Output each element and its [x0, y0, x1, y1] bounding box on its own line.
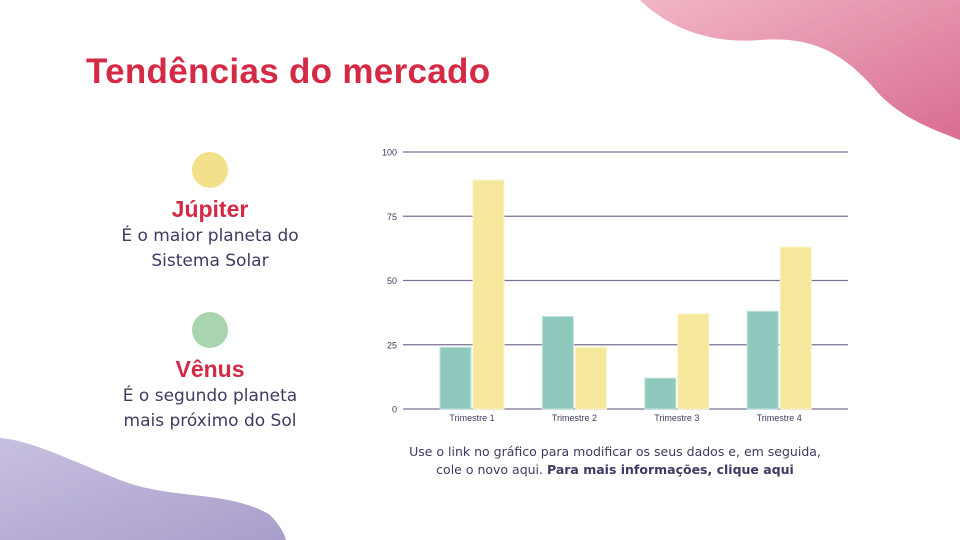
caption-text: Use o link no gráfico para modificar os … — [409, 444, 821, 477]
bar-yellow[interactable] — [779, 246, 812, 410]
bar-teal[interactable] — [439, 346, 472, 410]
planet-desc-line: Sistema Solar — [151, 251, 269, 271]
bar-yellow[interactable] — [574, 346, 607, 410]
y-tick-label: 75 — [387, 212, 397, 222]
x-tick-label: Trimestre 3 — [654, 413, 699, 423]
x-tick-label: Trimestre 1 — [449, 413, 494, 423]
x-tick-label: Trimestre 2 — [552, 413, 597, 423]
y-tick-label: 0 — [392, 405, 397, 415]
jupiter-dot-icon — [192, 152, 228, 188]
planet-desc-line: É o maior planeta do — [121, 226, 299, 246]
venus-dot-icon — [192, 312, 228, 348]
planet-jupiter: Júpiter É o maior planeta do Sistema Sol… — [100, 152, 320, 273]
bar-teal[interactable] — [541, 315, 574, 410]
bar-teal[interactable] — [644, 377, 677, 410]
page-title: Tendências do mercado — [86, 52, 491, 91]
bar-teal[interactable] — [746, 310, 779, 410]
bar-yellow[interactable] — [677, 313, 710, 410]
y-tick-label: 50 — [387, 276, 397, 286]
planet-venus: Vênus É o segundo planeta mais próximo d… — [100, 312, 320, 433]
planet-desc-line: É o segundo planeta — [122, 386, 298, 406]
more-info-link[interactable]: Para mais informações, clique aqui — [547, 462, 794, 477]
planet-name: Júpiter — [171, 196, 249, 222]
chart-caption: Use o link no gráfico para modificar os … — [400, 443, 830, 479]
planet-desc-line: mais próximo do Sol — [123, 411, 297, 431]
y-tick-label: 25 — [387, 340, 397, 350]
planet-name: Vênus — [175, 356, 245, 382]
bar-yellow[interactable] — [472, 179, 505, 410]
x-tick-label: Trimestre 4 — [757, 413, 802, 423]
y-tick-label: 100 — [382, 148, 397, 158]
